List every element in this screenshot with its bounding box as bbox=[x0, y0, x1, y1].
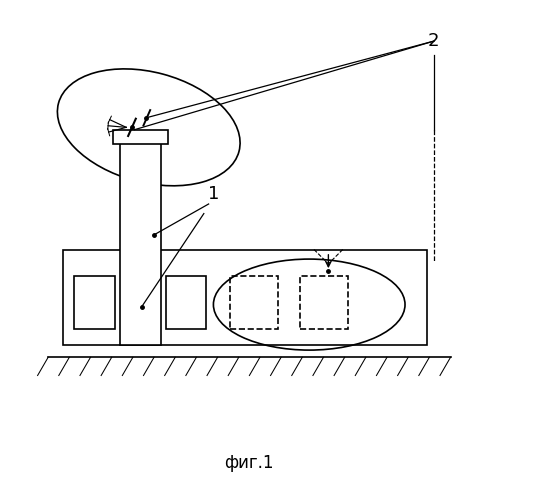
Bar bbox=[113, 130, 168, 144]
Bar bbox=[230, 276, 278, 328]
Bar bbox=[62, 250, 426, 345]
Text: фиг.1: фиг.1 bbox=[224, 454, 274, 472]
Bar bbox=[120, 135, 161, 345]
Bar bbox=[300, 276, 347, 328]
Bar bbox=[75, 276, 115, 328]
Bar bbox=[165, 276, 206, 328]
Text: 2: 2 bbox=[428, 32, 439, 50]
Text: 1: 1 bbox=[208, 186, 219, 204]
